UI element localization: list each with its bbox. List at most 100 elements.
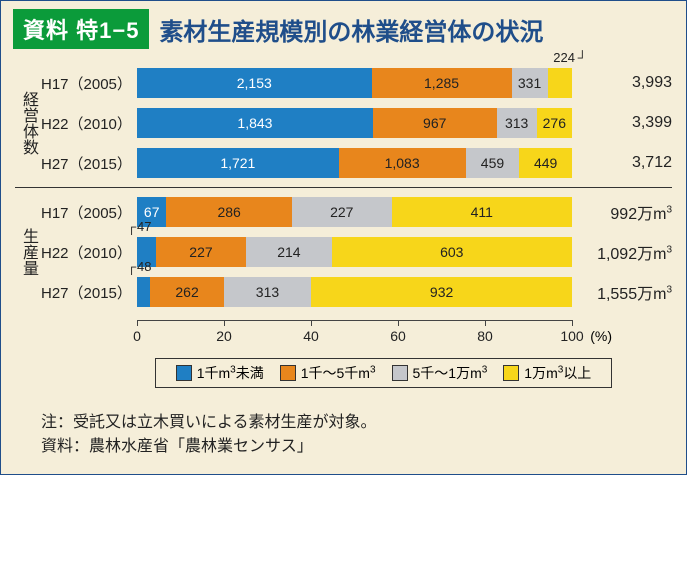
section-vlabel: 生産量 [15, 192, 41, 312]
axis-tick-label: 60 [390, 328, 406, 344]
segment-value: 1,721 [220, 155, 255, 171]
footnote-text: 受託又は立木買いによる素材生産が対象。 [73, 414, 377, 431]
row-total: 3,993 [572, 74, 672, 92]
segment-value: 331 [518, 75, 541, 91]
bar-segment [137, 237, 156, 267]
row-ylabel: H22（2010） [41, 113, 137, 134]
bar-segment: 67 [137, 197, 166, 227]
segment-value: 262 [175, 284, 198, 300]
segment-value: 603 [440, 244, 463, 260]
legend-swatch [392, 365, 408, 381]
row-ylabel: H22（2010） [41, 242, 137, 263]
segment-value: 214 [277, 244, 300, 260]
bar-segment: 286 [166, 197, 292, 227]
bar-row: H27（2015） 1,721 1,083 459 449 3,712 [41, 143, 672, 183]
row-total: 1,555万m3 [572, 280, 672, 304]
section-vlabel: 経営体数 [15, 63, 41, 183]
row-total: 3,712 [572, 154, 672, 172]
footnote-note: 注：受託又は立木買いによる素材生産が対象。 [41, 408, 666, 432]
axis-tick-label: 0 [133, 328, 141, 344]
segment-value: 1,083 [385, 155, 420, 171]
chart-section-production: 生産量H17（2005）67286227411992万m3H22（2010）┌4… [15, 187, 672, 316]
segment-value: 1,285 [424, 75, 459, 91]
bar-wrap: 1,843967313276 [137, 108, 572, 138]
bar-segment: 1,721 [137, 148, 339, 178]
axis-tick [572, 320, 573, 326]
bar-row: H17（2005）224┘2,1531,2853313,993 [41, 63, 672, 103]
bar-row: H22（2010）1,8439673132763,399 [41, 103, 672, 143]
axis-tick [485, 320, 486, 326]
bar-segment [548, 68, 572, 98]
segment-value: 459 [481, 155, 504, 171]
footnote-text: 農林水産省「農林業センサス」 [89, 438, 313, 455]
stacked-bar: 1,843967313276 [137, 108, 572, 138]
bar-segment: 214 [246, 237, 331, 267]
axis-tick-label: 40 [303, 328, 319, 344]
row-total: 3,399 [572, 114, 672, 132]
legend-swatch [176, 365, 192, 381]
segment-value: 313 [505, 115, 528, 131]
bar-segment: 603 [332, 237, 572, 267]
segment-value: 227 [189, 244, 212, 260]
axis-tick [137, 320, 138, 326]
footnote-source: 資料：農林水産省「農林業センサス」 [41, 432, 666, 456]
legend-label: 1千〜5千m3 [301, 363, 376, 383]
bar-wrap: 224┘2,1531,285331 [137, 68, 572, 98]
chart-body: 経営体数H17（2005）224┘2,1531,2853313,993H22（2… [1, 59, 686, 394]
bar-segment: 411 [392, 197, 572, 227]
row-ylabel: H17（2005） [41, 73, 137, 94]
legend-label: 5千〜1万m3 [413, 363, 488, 383]
figure-badge: 資料 特1−5 [13, 9, 149, 49]
segment-value: 227 [330, 204, 353, 220]
bar-segment: 2,153 [137, 68, 372, 98]
legend-item: 5千〜1万m3 [392, 363, 488, 383]
legend-item: 1千〜5千m3 [280, 363, 376, 383]
bar-segment: 313 [497, 108, 537, 138]
bar-wrap: ┌48262313932 [137, 277, 572, 307]
row-total: 1,092万m3 [572, 240, 672, 264]
row-total: 992万m3 [572, 200, 672, 224]
stacked-bar: 67 286 227 411 [137, 197, 572, 227]
bar-segment: 227 [292, 197, 392, 227]
legend-label: 1千m3未満 [197, 363, 264, 383]
stacked-bar: 2,153 1,285 331 [137, 68, 572, 98]
legend-label: 1万m3以上 [524, 363, 591, 383]
row-ylabel: H17（2005） [41, 202, 137, 223]
axis-tick-label: 80 [477, 328, 493, 344]
section-rows: H17（2005）224┘2,1531,2853313,993H22（2010）… [41, 63, 672, 183]
stacked-bar: 227 214 603 [137, 237, 572, 267]
bar-segment: 262 [150, 277, 223, 307]
bar-segment: 313 [224, 277, 312, 307]
bar-row: H17（2005） 67 286 227 411 992万m3 [41, 192, 672, 232]
bar-segment: 449 [519, 148, 572, 178]
legend-swatch [503, 365, 519, 381]
footnote-label: 資料： [41, 438, 89, 455]
bar-segment: 276 [537, 108, 572, 138]
x-axis: 020406080100(%) [15, 320, 672, 348]
stacked-bar: 1,721 1,083 459 449 [137, 148, 572, 178]
segment-value: 449 [534, 155, 557, 171]
row-ylabel: H27（2015） [41, 153, 137, 174]
segment-value: 411 [471, 204, 493, 220]
segment-value: 2,153 [237, 75, 272, 91]
bar-segment: 932 [311, 277, 572, 307]
segment-value: 67 [144, 204, 160, 220]
chart-title: 素材生産規模別の林業経営体の状況 [159, 12, 543, 47]
segment-value: 286 [217, 204, 240, 220]
bar-segment [137, 277, 150, 307]
axis-tick [398, 320, 399, 326]
legend-item: 1万m3以上 [503, 363, 591, 383]
axis-unit: (%) [590, 328, 612, 344]
legend-swatch [280, 365, 296, 381]
stacked-bar: 262 313 932 [137, 277, 572, 307]
chart-container: 資料 特1−5 素材生産規模別の林業経営体の状況 経営体数H17（2005）22… [0, 0, 687, 475]
footnotes: 注：受託又は立木買いによる素材生産が対象。 資料：農林水産省「農林業センサス」 [1, 394, 686, 474]
bar-segment: 331 [512, 68, 548, 98]
bar-wrap: 67 286 227 411 [137, 197, 572, 227]
bar-segment: 227 [156, 237, 247, 267]
bar-wrap: 1,721 1,083 459 449 [137, 148, 572, 178]
bar-segment: 1,083 [339, 148, 466, 178]
legend: 1千m3未満 1千〜5千m3 5千〜1万m3 1万m3以上 [155, 358, 612, 388]
segment-value: 313 [256, 284, 279, 300]
segment-value: 1,843 [237, 115, 272, 131]
